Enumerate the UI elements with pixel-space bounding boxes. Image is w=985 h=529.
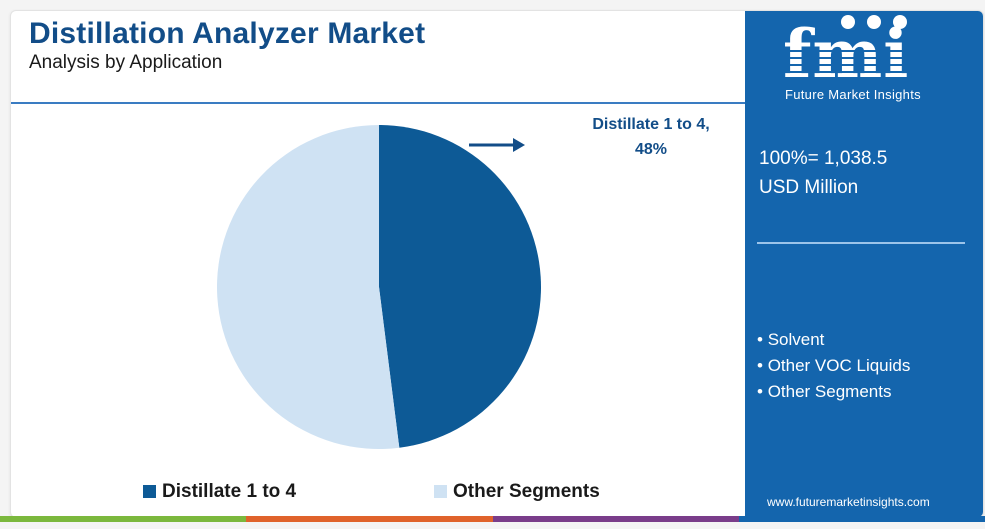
segment-item: Other Segments bbox=[757, 379, 910, 405]
pie-slice-other-segments bbox=[217, 125, 400, 449]
chart-subtitle: Analysis by Application bbox=[29, 52, 223, 73]
market-total-unit: USD Million bbox=[759, 177, 859, 198]
segment-item: Other VOC Liquids bbox=[757, 353, 911, 379]
segment-item: Solvent bbox=[757, 327, 910, 353]
pie-chart bbox=[217, 125, 542, 449]
legend-swatch-dark bbox=[143, 485, 156, 498]
callout-line-1: Distillate 1 to 4, bbox=[592, 116, 710, 133]
pie-slice-distillate-1-to-4 bbox=[379, 125, 542, 448]
logo-dots bbox=[841, 15, 919, 34]
market-total: 100%= 1,038.5 USD Million bbox=[759, 144, 887, 202]
legend-label-distillate: Distillate 1 to 4 bbox=[162, 481, 297, 502]
bar-segment-blue bbox=[738, 516, 985, 522]
bar-segment-green bbox=[0, 516, 247, 522]
callout-arrow-icon bbox=[513, 138, 525, 152]
chart-title: Distillation Analyzer Market bbox=[29, 17, 426, 50]
pie-callout-label: Distillate 1 to 4, 48% bbox=[576, 112, 726, 162]
legend-item-distillate: Distillate 1 to 4 bbox=[143, 481, 296, 503]
legend-item-other-segments: Other Segments bbox=[434, 481, 600, 503]
logo-dot-icon bbox=[841, 15, 855, 29]
sidebar-panel: fmi Future Market Insights 100%= 1,038.5… bbox=[745, 11, 983, 517]
logo-dot-icon bbox=[893, 15, 907, 29]
legend-label-other-segments: Other Segments bbox=[453, 481, 600, 502]
legend-swatch-light bbox=[434, 485, 447, 498]
logo-stripes bbox=[783, 45, 953, 89]
other-segments-list: Solvent Other VOC Liquids Other Segments bbox=[757, 327, 911, 405]
sidebar-divider bbox=[757, 242, 965, 244]
bar-segment-orange bbox=[246, 516, 493, 522]
logo-subtitle: Future Market Insights bbox=[785, 87, 921, 102]
brand-color-bar bbox=[0, 516, 985, 522]
logo-dot-icon bbox=[867, 15, 881, 29]
chart-card: Distillation Analyzer Market Analysis by… bbox=[10, 10, 984, 518]
callout-line-2: 48% bbox=[634, 141, 668, 158]
title-divider bbox=[11, 102, 745, 104]
market-total-value: 100%= 1,038.5 bbox=[759, 148, 888, 169]
website-url: www.futuremarketinsights.com bbox=[767, 495, 930, 509]
bar-segment-purple bbox=[492, 516, 739, 522]
